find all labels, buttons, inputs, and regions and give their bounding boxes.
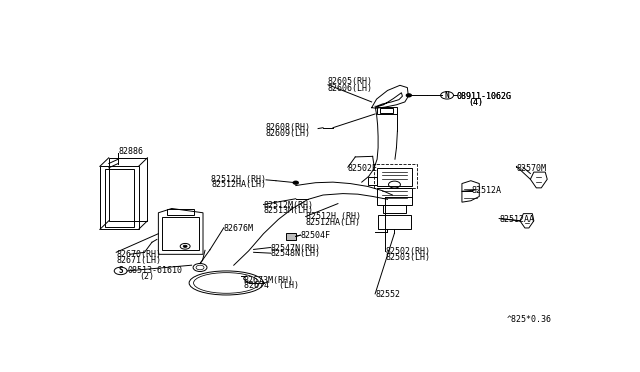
Text: 82513M(LH): 82513M(LH) xyxy=(264,206,314,215)
Text: 82671(LH): 82671(LH) xyxy=(116,256,161,264)
Text: 82547N(RH): 82547N(RH) xyxy=(271,244,321,253)
Text: 82673M(RH): 82673M(RH) xyxy=(244,276,294,285)
Text: 82512M(RH): 82512M(RH) xyxy=(264,201,314,209)
Text: ^825*0.36: ^825*0.36 xyxy=(507,315,552,324)
Circle shape xyxy=(196,265,204,270)
Text: S: S xyxy=(118,266,123,275)
Polygon shape xyxy=(286,233,296,240)
Text: 82886: 82886 xyxy=(118,147,143,156)
Text: 82670(RH): 82670(RH) xyxy=(116,250,161,259)
Text: 08911-1062G: 08911-1062G xyxy=(457,92,512,101)
Text: (4): (4) xyxy=(468,98,483,107)
Text: (4): (4) xyxy=(468,98,483,107)
Text: 82503(LH): 82503(LH) xyxy=(385,253,430,262)
Text: 82605(RH): 82605(RH) xyxy=(328,77,373,86)
Text: 82606(LH): 82606(LH) xyxy=(328,84,373,93)
Text: 82676M: 82676M xyxy=(224,224,254,233)
Text: 82512AA: 82512AA xyxy=(499,215,534,224)
Text: 82608(RH): 82608(RH) xyxy=(266,123,311,132)
Circle shape xyxy=(293,181,298,184)
Text: 82504F: 82504F xyxy=(301,231,331,240)
Text: 82502(RH): 82502(RH) xyxy=(385,247,430,256)
Text: 82512HA(LH): 82512HA(LH) xyxy=(306,218,361,227)
Text: N: N xyxy=(445,91,449,100)
Circle shape xyxy=(183,245,187,247)
Text: 82512HA(LH): 82512HA(LH) xyxy=(211,180,266,189)
Text: 08513-61610: 08513-61610 xyxy=(127,266,182,275)
Text: 82512H (RH): 82512H (RH) xyxy=(306,212,361,221)
Circle shape xyxy=(406,94,412,97)
Text: 82674  (LH): 82674 (LH) xyxy=(244,281,299,290)
Text: 82512H (RH): 82512H (RH) xyxy=(211,175,266,184)
Text: 82502E: 82502E xyxy=(348,164,378,173)
Text: 82570M: 82570M xyxy=(516,164,547,173)
Text: 82609(LH): 82609(LH) xyxy=(266,129,311,138)
Text: 08911-1062G: 08911-1062G xyxy=(457,92,512,101)
Text: 82548N(LH): 82548N(LH) xyxy=(271,249,321,258)
Text: 82512A: 82512A xyxy=(472,186,502,195)
Text: 82552: 82552 xyxy=(375,290,400,299)
Text: (2): (2) xyxy=(140,272,154,281)
